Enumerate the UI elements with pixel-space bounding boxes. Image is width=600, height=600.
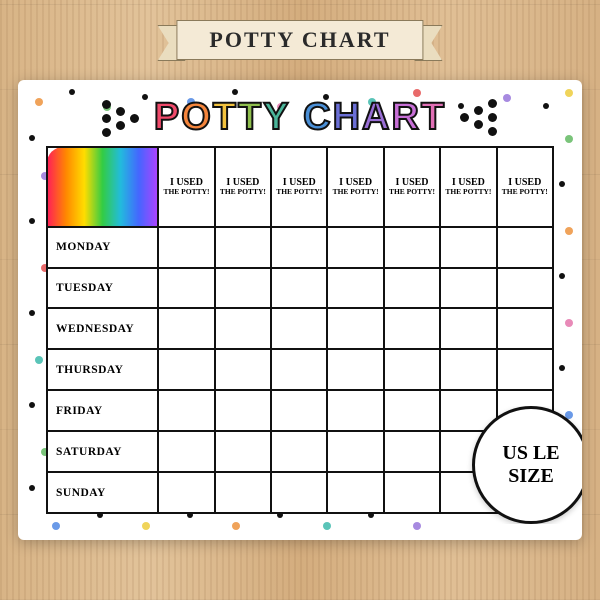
day-label: THURSDAY [47, 349, 158, 390]
tracking-cell [271, 308, 327, 349]
confetti-dot [565, 319, 573, 327]
tracking-cell [271, 227, 327, 268]
day-label: WEDNESDAY [47, 308, 158, 349]
title-row: POTTY CHART [18, 96, 582, 139]
tracking-cell [327, 472, 383, 513]
tracking-cell [327, 227, 383, 268]
tracking-cell [440, 308, 496, 349]
day-label: FRIDAY [47, 390, 158, 431]
banner-label: POTTY CHART [176, 20, 423, 60]
confetti-dot [29, 402, 35, 408]
badge-line2: SIZE [508, 465, 554, 487]
tracking-cell [497, 227, 553, 268]
tracking-cell [327, 431, 383, 472]
tracking-cell [215, 227, 271, 268]
tracking-cell [327, 268, 383, 309]
confetti-dot [559, 365, 565, 371]
tracking-cell [215, 308, 271, 349]
tracking-cell [158, 349, 214, 390]
banner-ribbon: POTTY CHART [176, 20, 423, 60]
tracking-cell [384, 268, 440, 309]
tracking-cell [271, 349, 327, 390]
column-header: I USEDTHE POTTY! [271, 147, 327, 227]
confetti-dot [565, 227, 573, 235]
tracking-cell [327, 390, 383, 431]
badge-line1: US LE [502, 442, 559, 464]
tracking-cell [271, 431, 327, 472]
confetti-dot [29, 310, 35, 316]
tracking-cell [384, 390, 440, 431]
column-header: I USEDTHE POTTY! [158, 147, 214, 227]
rainbow-corner [47, 147, 158, 227]
chart-card: POTTY CHART I USEDTHE POTTY!I USEDTHE PO… [18, 80, 582, 540]
tracking-cell [215, 431, 271, 472]
tracking-cell [271, 268, 327, 309]
tracking-cell [215, 472, 271, 513]
confetti-dot [413, 522, 421, 530]
column-header: I USEDTHE POTTY! [215, 147, 271, 227]
column-header: I USEDTHE POTTY! [384, 147, 440, 227]
tracking-cell [271, 390, 327, 431]
tracking-cell [384, 227, 440, 268]
triangle-dots-left-icon [102, 99, 140, 137]
tracking-cell [497, 268, 553, 309]
confetti-dot [559, 181, 565, 187]
day-label: MONDAY [47, 227, 158, 268]
day-label: SATURDAY [47, 431, 158, 472]
tracking-cell [497, 349, 553, 390]
tracking-cell [158, 308, 214, 349]
confetti-dot [232, 522, 240, 530]
confetti-dot [142, 522, 150, 530]
tracking-cell [158, 431, 214, 472]
tracking-cell [158, 472, 214, 513]
confetti-dot [232, 89, 238, 95]
column-header: I USEDTHE POTTY! [440, 147, 496, 227]
tracking-cell [384, 308, 440, 349]
tracking-cell [384, 431, 440, 472]
confetti-dot [559, 273, 565, 279]
tracking-cell [215, 268, 271, 309]
tracking-cell [440, 349, 496, 390]
size-badge: US LE SIZE [472, 406, 582, 524]
tracking-cell [497, 308, 553, 349]
tracking-cell [215, 349, 271, 390]
tracking-cell [158, 390, 214, 431]
tracking-cell [327, 308, 383, 349]
confetti-dot [52, 522, 60, 530]
tracking-cell [158, 268, 214, 309]
column-header: I USEDTHE POTTY! [327, 147, 383, 227]
confetti-dot [323, 522, 331, 530]
tracking-cell [327, 349, 383, 390]
confetti-dot [35, 356, 43, 364]
confetti-dot [69, 89, 75, 95]
tracking-cell [384, 349, 440, 390]
chart-title: POTTY CHART [154, 96, 446, 139]
tracking-cell [440, 227, 496, 268]
tracking-cell [384, 472, 440, 513]
day-label: SUNDAY [47, 472, 158, 513]
tracking-cell [440, 268, 496, 309]
column-header: I USEDTHE POTTY! [497, 147, 553, 227]
tracking-cell [215, 390, 271, 431]
confetti-dot [29, 218, 35, 224]
confetti-dot [29, 485, 35, 491]
tracking-cell [271, 472, 327, 513]
tracking-cell [158, 227, 214, 268]
day-label: TUESDAY [47, 268, 158, 309]
triangle-dots-right-icon [460, 99, 498, 137]
